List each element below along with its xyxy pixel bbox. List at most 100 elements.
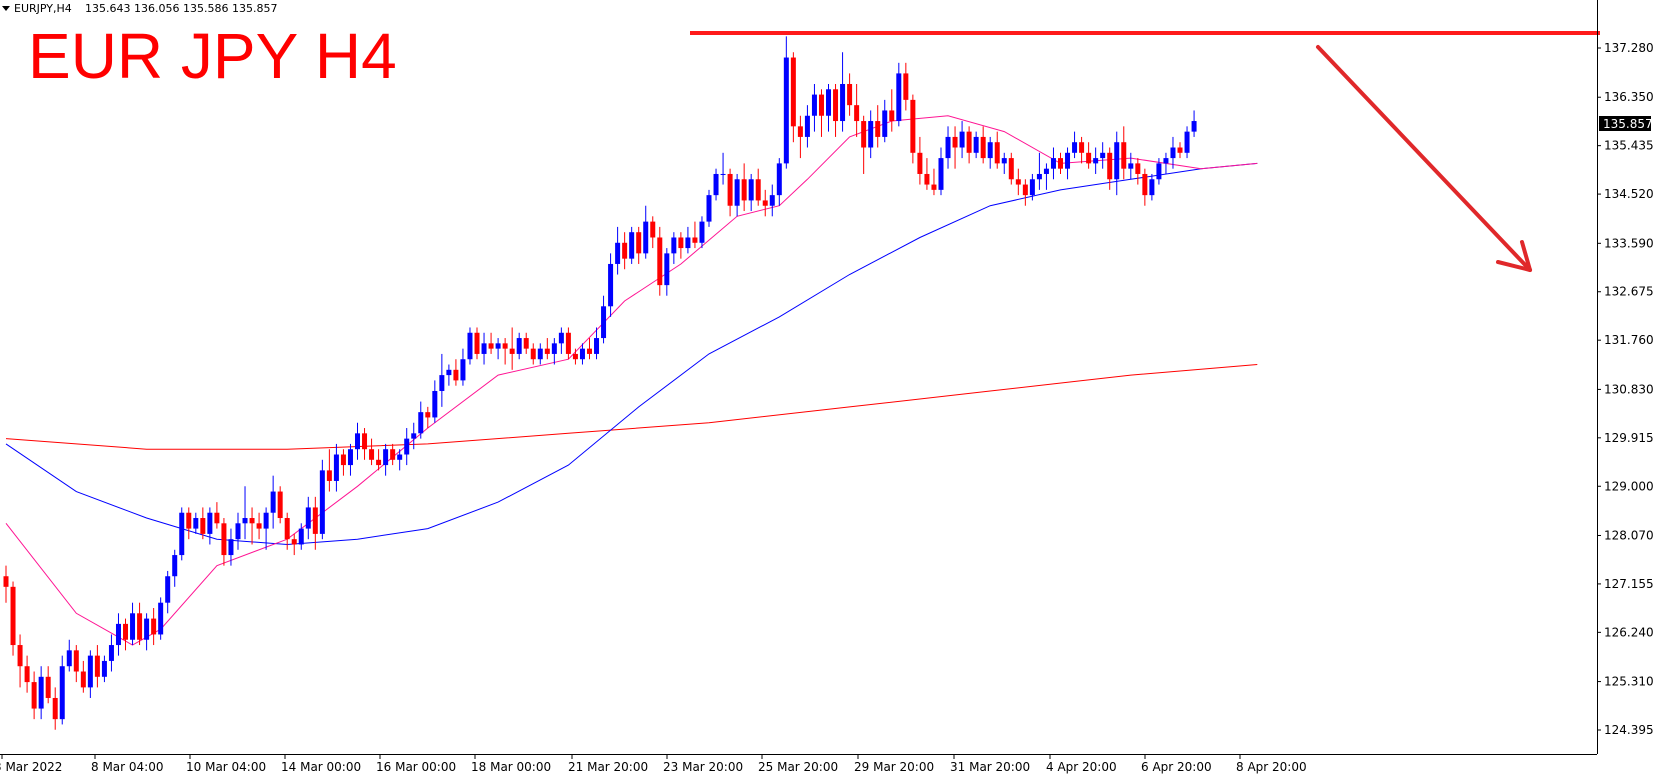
bull-candle: [228, 528, 234, 566]
bull-candle: [1100, 142, 1106, 169]
bull-candle: [432, 380, 438, 423]
bull-candle: [397, 449, 403, 471]
time-tick-label: 3 Mar 2022: [0, 760, 62, 774]
ma-mid-line: [5, 162, 1258, 546]
bull-candle: [1149, 173, 1155, 201]
bear-candle: [797, 115, 803, 159]
bear-candle: [390, 443, 396, 466]
ma-fast-line: [5, 115, 1258, 646]
bear-candle: [137, 602, 143, 646]
price-tick-labels: 137.280 136.350 135.435 134.520 133.590 132.6…: [1597, 41, 1654, 737]
bear-candle: [980, 126, 986, 164]
bear-candle: [1135, 158, 1141, 185]
bull-candle: [615, 226, 621, 275]
bull-candle: [938, 147, 944, 196]
bear-candle: [727, 168, 733, 217]
bull-candle: [720, 152, 726, 185]
bull-candle: [66, 639, 72, 672]
price-tick-label: 137.280: [1604, 41, 1654, 55]
bull-candle: [579, 343, 585, 365]
bear-candle: [291, 533, 297, 556]
candles: [3, 36, 1197, 730]
bear-candle: [818, 89, 824, 137]
bull-candle: [38, 666, 44, 720]
bull-candle: [347, 443, 353, 476]
bear-candle: [277, 486, 283, 524]
bull-candle: [1163, 152, 1169, 174]
bear-candle: [1121, 126, 1127, 180]
bull-candle: [558, 327, 564, 354]
time-tick-label: 31 Mar 20:00: [950, 760, 1030, 774]
bull-candle: [713, 168, 719, 201]
bear-candle: [931, 168, 937, 196]
bull-candle: [804, 105, 810, 148]
bull-candle: [551, 338, 557, 365]
bear-candle: [833, 83, 839, 137]
time-tick-label: 8 Apr 20:00: [1236, 760, 1307, 774]
bull-candle: [1065, 147, 1071, 180]
bear-candle: [1015, 168, 1021, 196]
bull-candle: [460, 348, 466, 386]
bear-candle: [650, 216, 656, 249]
bull-candle: [811, 83, 817, 132]
bear-candle: [284, 512, 290, 550]
bear-candle: [755, 168, 761, 206]
bull-candle: [298, 523, 304, 550]
bear-candle: [924, 158, 930, 190]
chart-header: EURJPY,H4 135.643 136.056 135.586 135.85…: [2, 2, 277, 15]
bear-candle: [45, 666, 51, 704]
bull-candle: [987, 136, 993, 169]
bull-candle: [1191, 110, 1197, 137]
bull-candle: [270, 475, 276, 529]
bear-candle: [509, 327, 515, 370]
bull-candle: [1170, 136, 1176, 169]
bear-candle: [586, 338, 592, 360]
time-tick-label: 14 Mar 00:00: [281, 760, 361, 774]
bear-candle: [1086, 142, 1092, 169]
time-tick-label: 10 Mar 04:00: [186, 760, 266, 774]
bear-candle: [565, 327, 571, 360]
bull-candle: [685, 226, 691, 254]
bear-candle: [80, 660, 86, 693]
bull-candle: [594, 327, 600, 360]
moving-averages: [5, 115, 1258, 646]
dropdown-triangle-icon[interactable]: [2, 6, 10, 11]
bull-candle: [383, 443, 389, 476]
bull-candle: [165, 570, 171, 614]
bear-candle: [1107, 147, 1113, 190]
bull-candle: [1036, 152, 1042, 190]
bear-candle: [523, 332, 529, 354]
price-tick-label: 129.000: [1604, 479, 1654, 493]
bull-candle: [404, 428, 410, 466]
bull-candle: [130, 602, 136, 646]
price-tick-label: 135.435: [1604, 139, 1654, 153]
price-tick-label: 130.830: [1604, 382, 1654, 396]
bear-candle: [369, 438, 375, 466]
price-tick-label: 131.760: [1604, 333, 1654, 347]
bull-candle: [411, 422, 417, 450]
bear-candle: [544, 338, 550, 360]
bull-candle: [319, 459, 325, 540]
bull-candle: [439, 353, 445, 407]
price-tick-label: 134.520: [1604, 187, 1654, 201]
price-tick-label: 132.675: [1604, 285, 1654, 299]
bear-candle: [1142, 168, 1148, 206]
bear-candle: [73, 645, 79, 683]
bear-candle: [425, 406, 431, 429]
bull-candle: [1128, 152, 1134, 180]
bull-candle: [1093, 147, 1099, 174]
bull-candle: [115, 613, 121, 656]
bear-candle: [453, 359, 459, 386]
bear-candle: [910, 94, 916, 164]
bear-candle: [622, 232, 628, 270]
bull-candle: [1156, 158, 1162, 185]
bear-candle: [994, 131, 1000, 169]
bull-candle: [242, 486, 248, 540]
bear-candle: [657, 226, 663, 296]
bull-candle: [945, 126, 951, 169]
bull-candle: [1029, 173, 1035, 201]
bull-candle: [172, 549, 178, 587]
bull-candle: [144, 613, 150, 651]
